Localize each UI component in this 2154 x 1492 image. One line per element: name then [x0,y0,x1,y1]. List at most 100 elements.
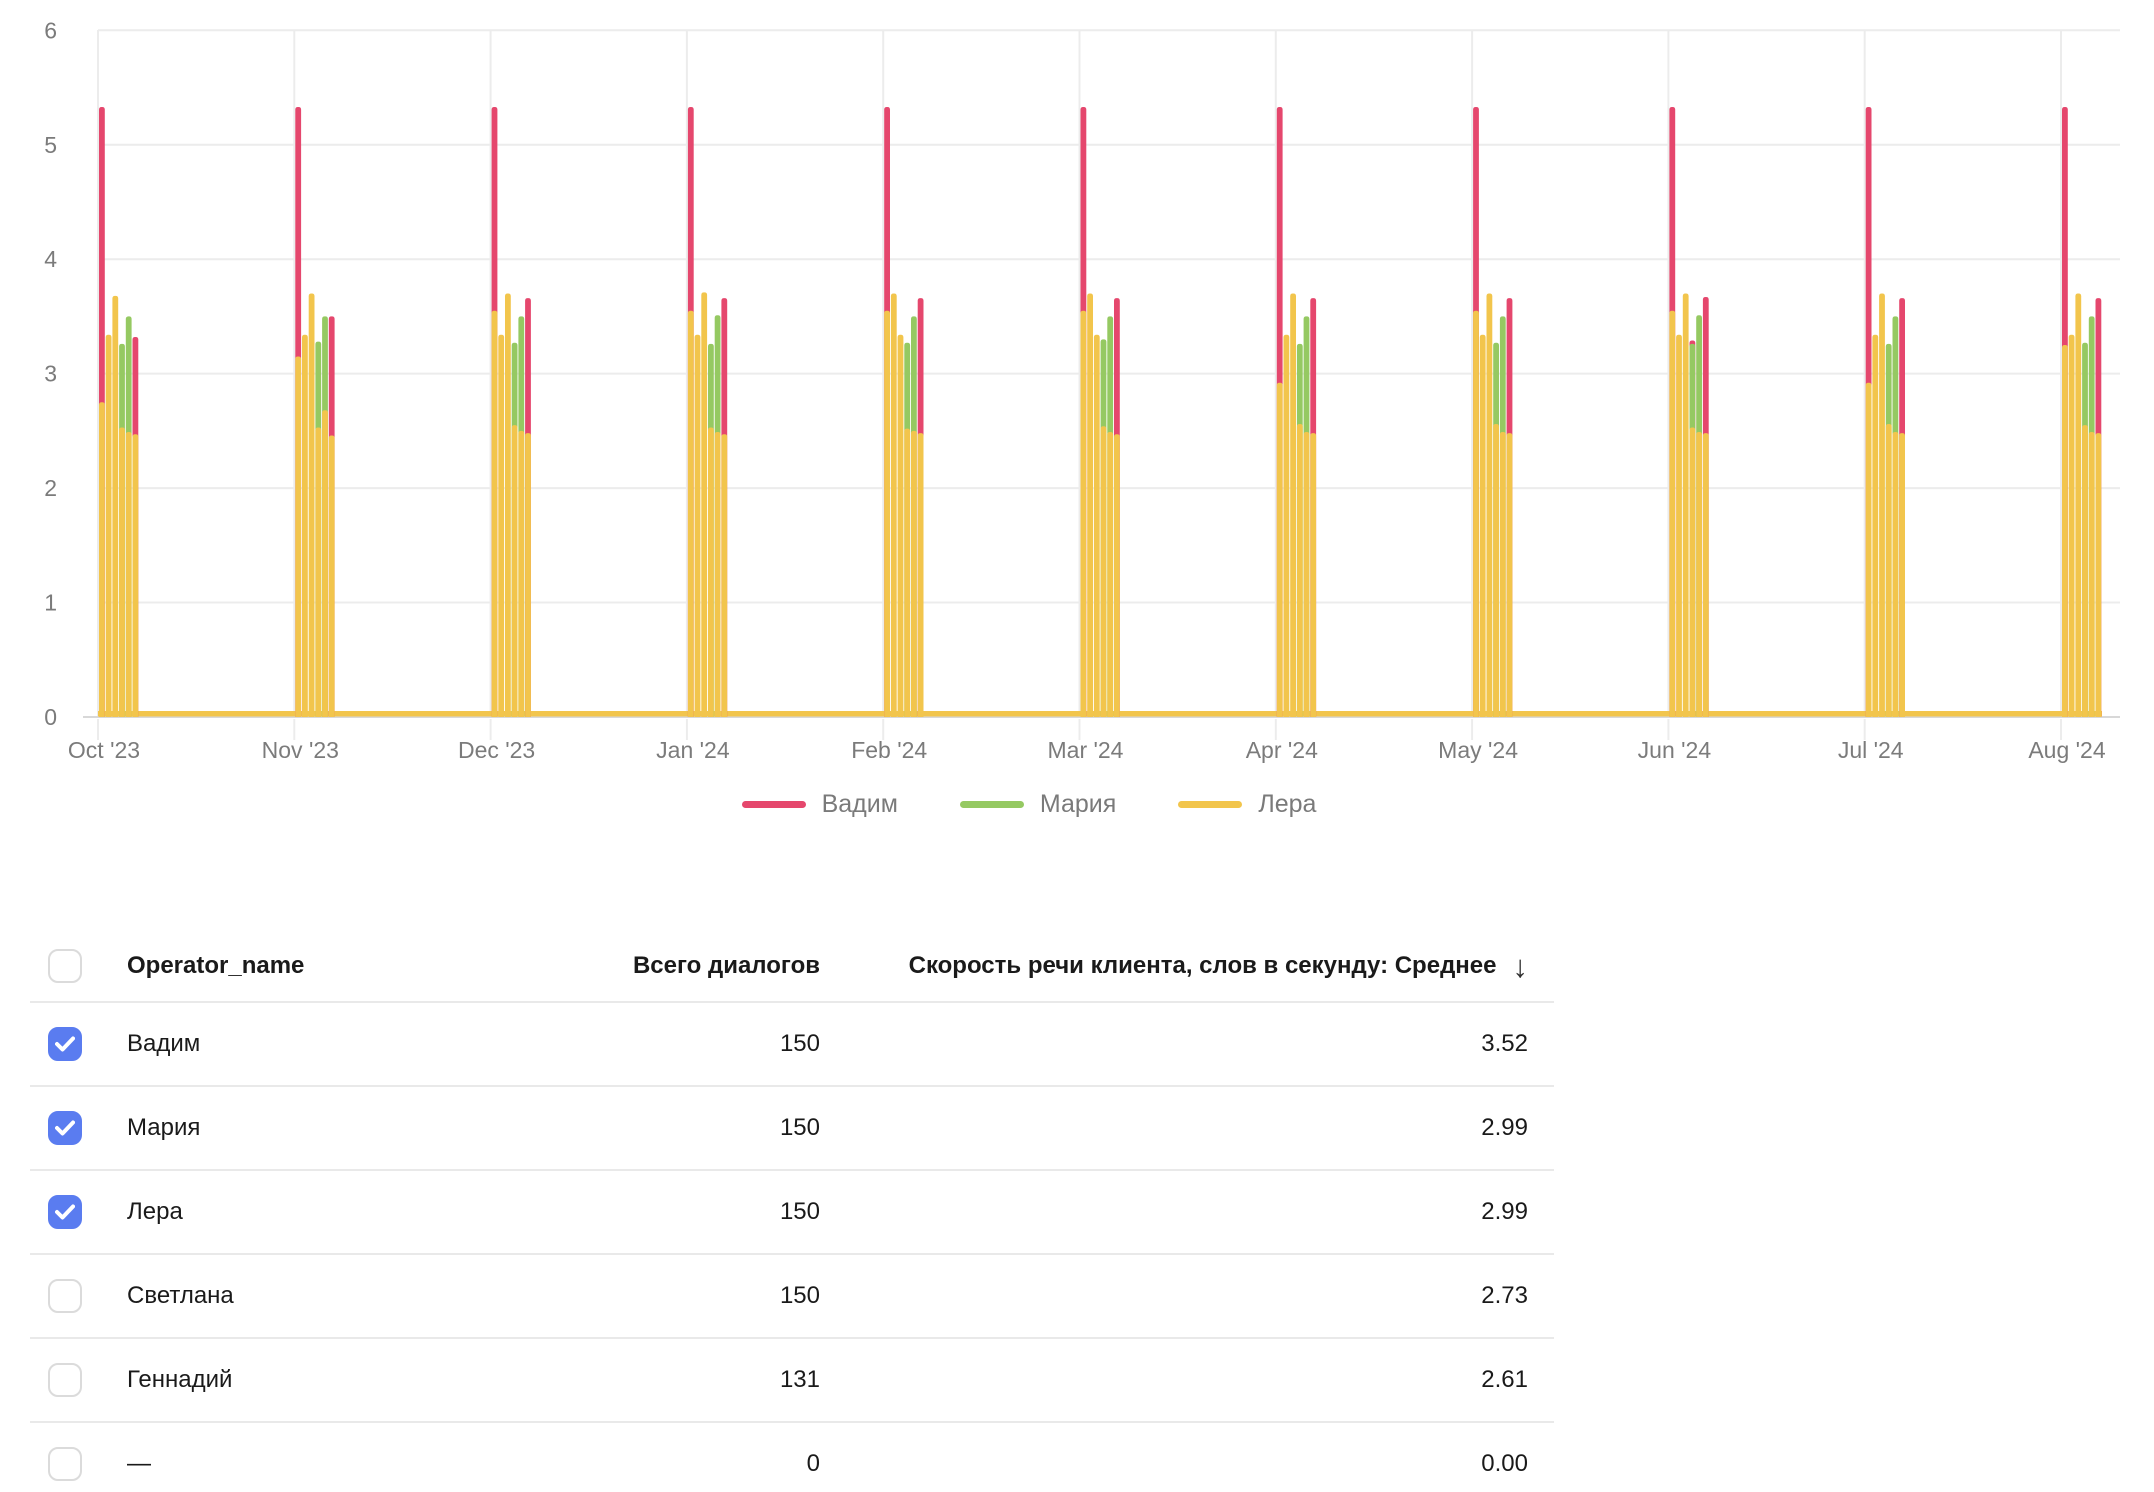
column-header-total-dialogs[interactable]: Всего диалогов [632,951,820,979]
bar-segment [518,430,525,717]
bar-segment [1310,433,1317,717]
column-chart-canvas: Oct '23 Nov '23 Dec '23 Jan '24 Feb '24 Mar '… [44,17,2120,763]
operator-name-cell: Лера [127,1198,183,1225]
bar-segment [308,293,315,717]
bar-segment [491,310,498,717]
bar-segment [1080,310,1087,717]
bar-segment [708,427,714,717]
bar-segment [322,410,328,717]
bar-segment [1669,310,1676,717]
bar-segment [302,334,308,717]
table-row: Мария 150 2.99 [30,1087,1554,1171]
bar-segment [1682,293,1689,717]
y-axis-tick-label: 6 [44,17,57,43]
bar-segment [328,435,335,717]
y-axis-tick-label: 5 [44,132,57,158]
bar-segment [1696,432,1702,717]
y-axis-tick-label: 3 [44,361,57,387]
column-header-speech-speed[interactable]: Скорость речи клиента, слов в секунду: С… [820,948,1554,984]
bar-segment [1303,432,1310,717]
operator-name-cell: Мария [127,1114,201,1141]
legend-item-maria[interactable]: Мария [959,790,1116,819]
bar-segment [2075,293,2082,717]
series-swatch-lera [1178,801,1243,808]
row-checkbox[interactable] [48,1195,82,1229]
bar-segment [2062,345,2068,717]
bar-segment [1899,433,1905,717]
x-axis-tick-label: Jun '24 [1638,737,1712,763]
x-axis-tick-label: Jul '24 [1838,737,1904,763]
x-axis-tick-label: Aug '24 [2028,737,2105,763]
total-dialogs-cell: 150 [779,1030,820,1057]
row-checkbox[interactable] [48,1279,82,1313]
bar-segment [694,334,701,717]
table-row: Геннадий 131 2.61 [30,1339,1554,1423]
bar-segment [99,402,105,717]
sort-descending-icon[interactable]: ↓ [1512,948,1529,984]
speech-speed-cell: 2.99 [1481,1114,1528,1141]
bar-segment [2095,433,2102,717]
x-axis-tick-label: Nov '23 [262,737,339,763]
bar-segment [1689,427,1696,717]
bar-segment [119,427,125,717]
row-checkbox[interactable] [48,1447,82,1481]
operator-name-cell: Вадим [127,1030,201,1057]
bar-segment [701,292,708,717]
axis-labels: Oct '23 Nov '23 Dec '23 Jan '24 Feb '24 Mar '… [44,17,2106,763]
bar-segment [721,434,728,717]
column-header-operator-name[interactable]: Operator_name [127,951,305,979]
table-row: Светлана 150 2.73 [30,1255,1554,1339]
row-checkbox[interactable] [48,1363,82,1397]
bar-segment [1486,293,1493,717]
legend-item-lera[interactable]: Лера [1178,790,1316,819]
series-swatch-vadim [741,801,806,808]
legend-item-vadim[interactable]: Вадим [741,790,898,819]
row-checkbox[interactable] [48,1111,82,1145]
bar-segment [1676,334,1682,717]
bar-segment [1499,432,1506,717]
bar-segment [112,295,119,717]
speech-speed-cell: 3.52 [1481,1030,1528,1057]
operator-name-cell: Геннадий [127,1366,233,1393]
bar-segment [1283,334,1290,717]
legend-label: Лера [1258,790,1317,818]
check-icon [55,1036,75,1052]
y-axis-tick-label: 0 [44,704,57,730]
speech-speed-cell: 2.99 [1481,1198,1528,1225]
bar-segment [105,334,112,717]
total-dialogs-cell: 131 [779,1366,820,1393]
bar-segment [897,334,904,717]
bar-segment [1093,334,1100,717]
bar-segment [1479,334,1486,717]
table-header-row: Operator_name Всего диалогов Скорость ре… [30,930,1554,1003]
bar-segment [1107,432,1114,717]
bar-segment [2088,432,2095,717]
bar-segment [917,433,924,717]
bar-segment [884,310,890,717]
speech-speed-column-chart: Oct '23 Nov '23 Dec '23 Jan '24 Feb '24 Mar '… [44,17,2120,763]
select-all-checkbox[interactable] [48,948,82,983]
bar-segment [911,430,917,717]
legend-label: Вадим [821,790,898,818]
bar-segment [125,432,132,717]
bar-segment [1702,433,1709,717]
bar-segment [687,310,694,717]
bar-segment [890,293,897,717]
bar-segment [1473,310,1479,717]
bar-segment [1290,293,1296,717]
total-dialogs-cell: 150 [779,1282,820,1309]
row-checkbox[interactable] [48,1027,82,1061]
bars [99,106,2102,717]
x-axis-tick-label: Apr '24 [1246,737,1318,763]
bar-segment [525,433,531,717]
check-icon [55,1120,75,1136]
bar-segment [1493,424,1499,717]
baseline-strip [98,711,2102,717]
bar-segment [1114,434,1120,717]
bar-segment [132,434,139,717]
x-axis-tick-label: Dec '23 [458,737,535,763]
speech-speed-cell: 0.00 [1481,1450,1528,1477]
operators-table: Operator_name Всего диалогов Скорость ре… [30,930,1554,1492]
bar-segment [1276,382,1283,717]
